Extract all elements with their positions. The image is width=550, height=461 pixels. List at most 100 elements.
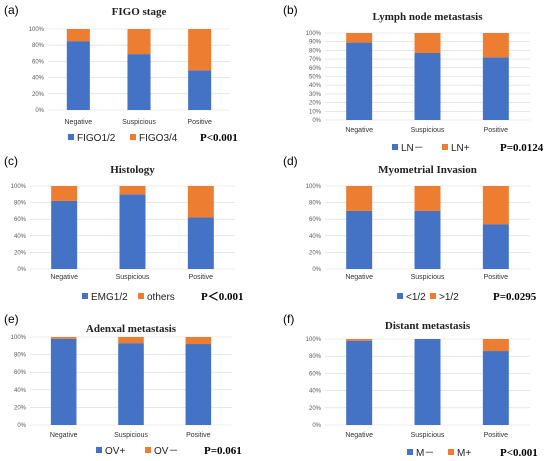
chart-2-bar-positive-series1: [482, 57, 509, 120]
chart-1-category-label: Suspicious: [122, 119, 156, 126]
chart-5-bar-suspicious-series2: [118, 337, 144, 344]
chart-2-legend-swatch-1: [392, 144, 398, 150]
chart-3-category-label: Suspicious: [116, 274, 150, 281]
chart-5-category-label: Negative: [50, 432, 78, 439]
chart-3-category-label: Positive: [189, 274, 214, 281]
chart-6-y-tick-label: 0%: [312, 423, 321, 429]
chart-3-y-tick-label: 80%: [14, 201, 27, 207]
chart-2-bar-positive-series2: [482, 33, 509, 58]
chart-1-y-tick-label: 80%: [32, 43, 45, 49]
chart-1-legend-label-1: FIGO1/2: [77, 133, 116, 144]
chart-6-bar-suspicious-series1: [414, 339, 441, 425]
chart-1-legend-swatch-2: [130, 134, 136, 140]
chart-6-y-tick-label: 80%: [309, 354, 322, 360]
chart-5-legend-swatch-1: [96, 447, 102, 453]
chart-6-legend-label-2: M+: [457, 448, 471, 459]
chart-2-legend-label-2: LN+: [451, 143, 470, 154]
chart-4-legend-label-1: <1/2: [406, 292, 426, 303]
chart-2-y-tick-label: 50%: [309, 75, 322, 81]
chart-4-legend-swatch-2: [430, 293, 436, 299]
chart-3-y-tick-label: 60%: [14, 217, 27, 223]
chart-6-bar-positive-series1: [482, 351, 509, 425]
chart-5-bar-positive-series2: [185, 337, 212, 345]
chart-2-bar-suspicious-series2: [414, 33, 441, 54]
chart-2-y-tick-label: 80%: [309, 48, 322, 54]
chart-6-bar-negative-series1: [346, 340, 373, 425]
chart-6-category-label: Positive: [484, 432, 509, 439]
chart-4-category-label: Positive: [484, 274, 509, 281]
chart-1-panel-label: (a): [4, 3, 19, 17]
chart-4-title: Myometrial Invasion: [378, 164, 477, 176]
chart-2-y-tick-label: 0%: [312, 118, 321, 124]
chart-6-category-label: Suspicious: [411, 432, 445, 439]
chart-1-y-tick-label: 0%: [35, 108, 44, 114]
chart-5-y-tick-label: 60%: [14, 370, 27, 376]
chart-2-category-label: Suspicious: [411, 127, 445, 134]
chart-4-y-tick-label: 80%: [309, 201, 322, 207]
chart-3-bar-suspicious-series1: [119, 194, 146, 269]
chart-5-legend-label-1: OV+: [105, 446, 125, 457]
chart-3-legend-swatch-1: [82, 293, 88, 299]
chart-4-bar-suspicious-series2: [414, 186, 441, 211]
chart-4-legend-swatch-1: [397, 293, 403, 299]
chart-6-y-tick-label: 60%: [309, 371, 322, 377]
chart-3-y-tick-label: 40%: [14, 234, 27, 240]
chart-3-legend-label-2: others: [147, 292, 175, 303]
chart-3-y-tick-label: 100%: [11, 184, 27, 190]
chart-5-category-label: Positive: [186, 432, 211, 439]
chart-1-y-tick-label: 20%: [32, 92, 45, 98]
chart-4-bar-positive-series1: [482, 224, 509, 269]
chart-1-category-label: Positive: [187, 119, 212, 126]
chart-6-p-value: P<0.001: [500, 447, 538, 459]
chart-2-category-label: Negative: [345, 127, 373, 134]
chart-1-bar-negative-series1: [66, 41, 90, 110]
chart-6-panel-label: (f): [283, 312, 294, 326]
chart-2-bar-negative-series2: [346, 33, 373, 43]
chart-5-p-value: P=0.061: [204, 445, 242, 457]
chart-4-y-tick-label: 40%: [309, 234, 322, 240]
chart-4-y-tick-label: 100%: [306, 184, 322, 190]
chart-3-title: Histology: [110, 164, 155, 176]
chart-5-y-tick-label: 20%: [14, 405, 27, 411]
chart-2-p-value: P=0.0124: [500, 142, 544, 154]
chart-1-bar-positive-series2: [188, 29, 212, 71]
chart-4-panel-label: (d): [283, 154, 298, 168]
chart-2-y-tick-label: 70%: [309, 57, 322, 63]
chart-3-bar-negative-series1: [51, 200, 78, 269]
chart-5-y-tick-label: 40%: [14, 388, 27, 394]
chart-5-y-tick-label: 0%: [17, 423, 26, 429]
chart-3-bar-positive-series1: [187, 217, 214, 269]
chart-2-panel-label: (b): [283, 3, 298, 17]
chart-6-legend-label-1: M－: [416, 448, 434, 459]
chart-4-y-tick-label: 60%: [309, 217, 322, 223]
chart-5-title: Adenxal metastasis: [86, 323, 177, 335]
chart-6-y-tick-label: 20%: [309, 406, 322, 412]
chart-4-legend-label-2: >1/2: [439, 292, 459, 303]
chart-6-category-label: Negative: [345, 432, 373, 439]
chart-6-legend-swatch-1: [407, 449, 413, 455]
chart-1-bar-negative-series2: [66, 29, 90, 42]
chart-1-category-label: Negative: [65, 119, 93, 126]
chart-6-title: Distant metastasis: [385, 320, 471, 332]
chart-2-bar-suspicious-series1: [414, 53, 441, 121]
chart-4-category-label: Suspicious: [411, 274, 445, 281]
chart-3-y-tick-label: 20%: [14, 250, 27, 256]
chart-6-bar-negative-series2: [346, 339, 373, 341]
chart-2-y-tick-label: 60%: [309, 66, 322, 72]
chart-2-y-tick-label: 20%: [309, 101, 322, 107]
chart-5-legend-label-2: OV－: [154, 446, 178, 457]
chart-5-panel-label: (e): [4, 312, 19, 326]
chart-3-legend-swatch-2: [138, 293, 144, 299]
chart-4-bar-suspicious-series1: [414, 210, 441, 269]
chart-1-bar-positive-series1: [188, 70, 212, 110]
chart-3-p-value: P＜0.001: [201, 291, 243, 303]
chart-2-title: Lymph node metastasis: [372, 11, 483, 23]
chart-6-legend-swatch-2: [448, 449, 454, 455]
chart-1-bar-suspicious-series2: [127, 29, 151, 55]
chart-5-bar-suspicious-series1: [118, 343, 144, 425]
chart-3-legend-label-1: EMG1/2: [91, 292, 128, 303]
chart-2-y-tick-label: 30%: [309, 92, 322, 98]
chart-5-y-tick-label: 80%: [14, 353, 27, 359]
chart-1-legend-swatch-1: [68, 134, 74, 140]
